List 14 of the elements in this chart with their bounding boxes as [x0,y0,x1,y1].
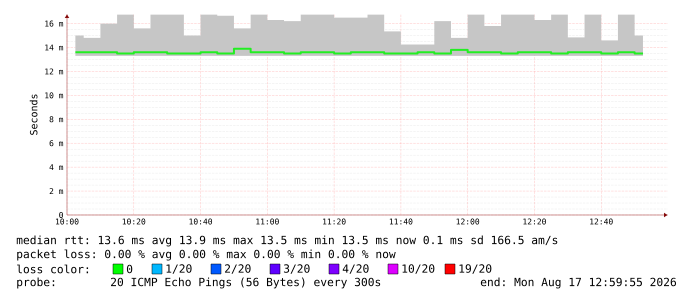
text: 2/20 [225,264,251,274]
text: end: Mon Aug 17 12:59:55 2026 [480,278,676,288]
text: 10/20 [402,264,434,274]
text: packet loss: 0.00 % avg 0.00 % max 0.00 % min 0.00 % now [17,249,396,261]
text: 1/20 [166,264,192,274]
text: median rtt: 13.6 ms avg 13.9 ms max 13.5 ms min 13.5 ms now 0.1 ms sd 166.5 am/s [16,236,558,246]
text: 0 [126,264,132,274]
text: 3/20 [284,264,310,274]
y-axis-title: Seconds [30,94,38,135]
text: 19/20 [460,264,492,274]
text: 4/20 [342,264,369,274]
text: probe: [17,278,54,288]
text: loss color: [17,264,88,274]
text: 20 ICMP Echo Pings (56 Bytes) every 300s [111,278,380,288]
